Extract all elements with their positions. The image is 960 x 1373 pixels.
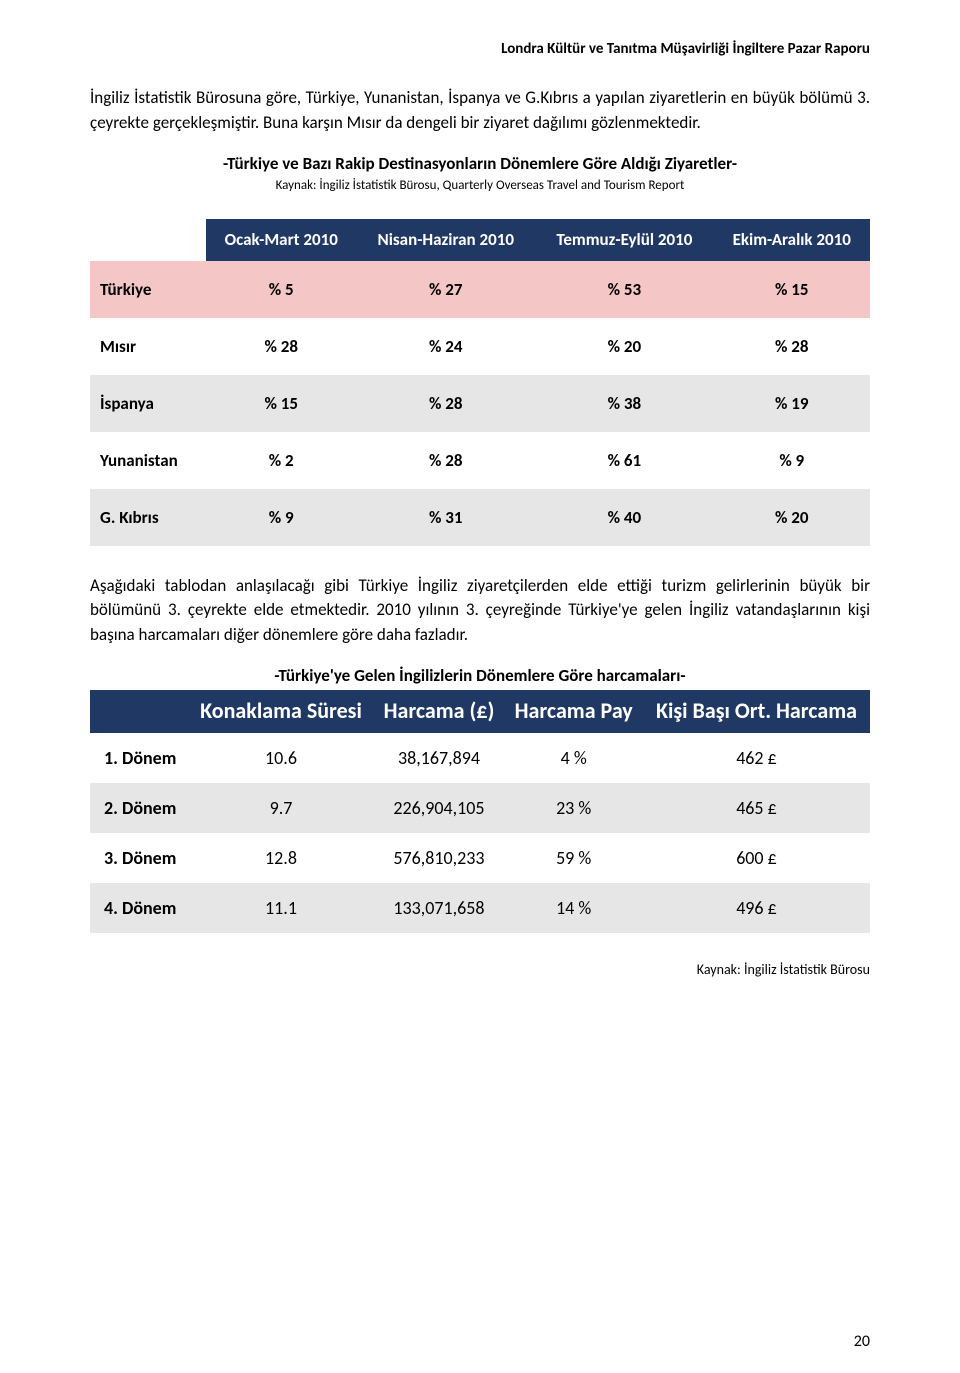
table-header-col: Nisan-Haziran 2010 <box>356 219 535 260</box>
table-header-row: Ocak-Mart 2010 Nisan-Haziran 2010 Temmuz… <box>90 219 870 260</box>
row-label: Mısır <box>90 318 206 375</box>
page-number: 20 <box>854 1332 870 1351</box>
row-label: Türkiye <box>90 261 206 318</box>
table-cell: 12.8 <box>188 833 373 883</box>
table-cell: 11.1 <box>188 883 373 933</box>
table-row: 2. Dönem9.7226,904,10523 %465 £ <box>90 783 870 833</box>
table-cell: % 5 <box>206 261 356 318</box>
table-header-blank <box>90 690 188 732</box>
row-label: G. Kıbrıs <box>90 489 206 546</box>
table-row: 4. Dönem11.1133,071,65814 %496 £ <box>90 883 870 933</box>
table-row: 1. Dönem10.638,167,8944 %462 £ <box>90 733 870 783</box>
section1-title: -Türkiye ve Bazı Rakip Destinasyonların … <box>90 153 870 174</box>
table-cell: 462 £ <box>643 733 870 783</box>
table-header-row: Konaklama Süresi Harcama (£) Harcama Pay… <box>90 690 870 732</box>
table-cell: % 31 <box>356 489 535 546</box>
table-cell: 133,071,658 <box>374 883 505 933</box>
table-cell: % 27 <box>356 261 535 318</box>
table-header-col: Ocak-Mart 2010 <box>206 219 356 260</box>
table-cell: % 28 <box>206 318 356 375</box>
table-cell: % 15 <box>714 261 871 318</box>
paragraph-2: Aşağıdaki tablodan anlaşılacağı gibi Tür… <box>90 574 870 648</box>
table-cell: 38,167,894 <box>374 733 505 783</box>
destinations-table: Ocak-Mart 2010 Nisan-Haziran 2010 Temmuz… <box>90 219 870 545</box>
table-cell: % 9 <box>206 489 356 546</box>
table-header-col: Harcama (£) <box>374 690 505 732</box>
table-cell: % 38 <box>535 375 713 432</box>
table-cell: 600 £ <box>643 833 870 883</box>
page-header: Londra Kültür ve Tanıtma Müşavirliği İng… <box>90 40 870 58</box>
table-cell: % 19 <box>714 375 871 432</box>
table-cell: % 61 <box>535 432 713 489</box>
spending-table: Konaklama Süresi Harcama (£) Harcama Pay… <box>90 690 870 932</box>
table-row: Türkiye% 5% 27% 53% 15 <box>90 261 870 318</box>
table-cell: 14 % <box>504 883 643 933</box>
table-cell: 4 % <box>504 733 643 783</box>
table-cell: % 2 <box>206 432 356 489</box>
table-cell: % 53 <box>535 261 713 318</box>
table-cell: % 9 <box>714 432 871 489</box>
table-cell: 59 % <box>504 833 643 883</box>
table-header-col: Harcama Pay <box>504 690 643 732</box>
table-cell: % 40 <box>535 489 713 546</box>
table-row: Mısır% 28% 24% 20% 28 <box>90 318 870 375</box>
source-right: Kaynak: İngiliz İstatistik Bürosu <box>90 961 870 978</box>
table-cell: 496 £ <box>643 883 870 933</box>
table-cell: 23 % <box>504 783 643 833</box>
table-row: G. Kıbrıs% 9% 31% 40% 20 <box>90 489 870 546</box>
section2-title: -Türkiye'ye Gelen İngilizlerin Dönemlere… <box>90 665 870 686</box>
paragraph-1: İngiliz İstatistik Bürosuna göre, Türkiy… <box>90 86 870 135</box>
table-cell: % 28 <box>356 375 535 432</box>
table-cell: 9.7 <box>188 783 373 833</box>
table-header-col: Temmuz-Eylül 2010 <box>535 219 713 260</box>
row-label: Yunanistan <box>90 432 206 489</box>
row-label: 2. Dönem <box>90 783 188 833</box>
table-cell: 10.6 <box>188 733 373 783</box>
table-cell: % 20 <box>535 318 713 375</box>
table-row: 3. Dönem12.8576,810,23359 %600 £ <box>90 833 870 883</box>
table-cell: 226,904,105 <box>374 783 505 833</box>
section1-source: Kaynak: İngiliz İstatistik Bürosu, Quart… <box>90 178 870 193</box>
table-row: Yunanistan% 2% 28% 61% 9 <box>90 432 870 489</box>
row-label: 4. Dönem <box>90 883 188 933</box>
table-header-col: Kişi Başı Ort. Harcama <box>643 690 870 732</box>
table-cell: % 15 <box>206 375 356 432</box>
table-header-col: Konaklama Süresi <box>188 690 373 732</box>
table-cell: 465 £ <box>643 783 870 833</box>
row-label: İspanya <box>90 375 206 432</box>
table-cell: % 24 <box>356 318 535 375</box>
row-label: 1. Dönem <box>90 733 188 783</box>
row-label: 3. Dönem <box>90 833 188 883</box>
table-row: İspanya% 15% 28% 38% 19 <box>90 375 870 432</box>
table-cell: % 20 <box>714 489 871 546</box>
table-cell: % 28 <box>356 432 535 489</box>
table-header-blank <box>90 219 206 260</box>
table-cell: 576,810,233 <box>374 833 505 883</box>
table-cell: % 28 <box>714 318 871 375</box>
table-header-col: Ekim-Aralık 2010 <box>714 219 871 260</box>
